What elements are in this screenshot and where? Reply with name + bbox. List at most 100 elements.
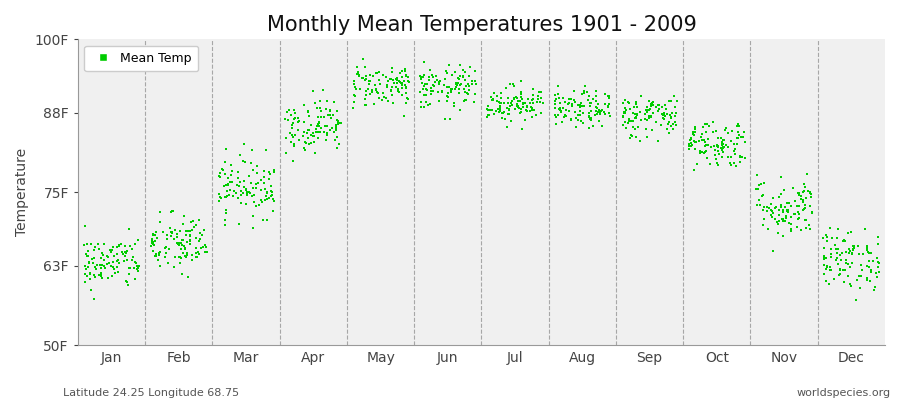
Point — [598, 110, 612, 117]
Point — [161, 260, 176, 266]
Point — [121, 282, 135, 288]
Point — [698, 143, 713, 149]
Point — [346, 104, 361, 111]
Point — [395, 68, 410, 74]
Point — [552, 106, 566, 112]
Point — [702, 123, 716, 130]
Point — [80, 248, 94, 254]
Point — [185, 252, 200, 258]
Point — [159, 244, 174, 250]
Point — [640, 107, 654, 113]
Point — [839, 260, 853, 266]
Point — [393, 79, 408, 85]
Point — [281, 116, 295, 123]
Point — [334, 120, 348, 126]
Point — [320, 123, 334, 129]
Point — [638, 116, 652, 122]
Point — [510, 104, 525, 110]
Point — [448, 84, 463, 91]
Point — [256, 180, 271, 186]
Point — [481, 107, 495, 113]
Point — [660, 126, 674, 132]
Point — [514, 91, 528, 97]
Point — [168, 226, 183, 233]
Point — [760, 226, 775, 232]
Point — [128, 241, 142, 247]
Point — [508, 106, 522, 112]
Point — [628, 126, 643, 132]
Point — [802, 222, 816, 228]
Point — [318, 122, 332, 129]
Point — [493, 107, 508, 114]
Point — [626, 110, 640, 116]
Point — [584, 99, 598, 106]
Point — [622, 116, 636, 122]
Point — [116, 250, 130, 257]
Point — [308, 150, 322, 156]
Point — [183, 241, 197, 248]
Point — [773, 174, 788, 180]
Point — [664, 115, 679, 121]
Point — [391, 88, 405, 94]
Point — [426, 82, 440, 88]
Point — [512, 110, 526, 116]
Point — [490, 93, 504, 99]
Point — [514, 109, 528, 115]
Point — [132, 262, 147, 269]
Point — [553, 100, 567, 106]
Point — [358, 64, 373, 70]
Point — [646, 102, 661, 108]
Point — [851, 243, 866, 249]
Point — [216, 167, 230, 174]
Point — [373, 81, 387, 87]
Point — [167, 236, 182, 243]
Point — [703, 160, 717, 167]
Point — [390, 75, 404, 81]
Point — [303, 132, 318, 138]
Point — [770, 219, 784, 225]
Point — [451, 80, 465, 86]
Point — [456, 66, 471, 73]
Point — [146, 231, 160, 237]
Point — [172, 240, 186, 246]
Point — [79, 241, 94, 248]
Point — [688, 124, 702, 131]
Point — [266, 196, 280, 202]
Point — [112, 242, 127, 249]
Point — [365, 86, 380, 93]
Point — [498, 115, 512, 122]
Point — [413, 72, 428, 79]
Point — [516, 101, 530, 107]
Point — [565, 100, 580, 107]
Point — [864, 250, 878, 256]
Point — [444, 86, 458, 92]
Point — [842, 280, 857, 287]
Point — [584, 108, 598, 114]
Point — [266, 198, 281, 204]
Point — [792, 190, 806, 196]
Point — [731, 120, 745, 127]
Point — [439, 68, 454, 74]
Point — [627, 104, 642, 111]
Point — [774, 204, 788, 210]
Point — [231, 168, 246, 175]
Point — [717, 144, 732, 150]
Point — [362, 78, 376, 85]
Point — [363, 91, 377, 98]
Point — [734, 133, 749, 140]
Point — [108, 270, 122, 276]
Point — [248, 185, 263, 191]
Point — [246, 167, 260, 173]
Point — [778, 214, 793, 221]
Point — [439, 84, 454, 91]
Point — [423, 101, 437, 108]
Point — [399, 90, 413, 96]
Point — [461, 81, 475, 88]
Point — [732, 132, 746, 138]
Point — [369, 86, 383, 92]
Point — [589, 104, 603, 110]
Text: Latitude 24.25 Longitude 68.75: Latitude 24.25 Longitude 68.75 — [63, 388, 239, 398]
Point — [386, 99, 400, 106]
Point — [313, 105, 328, 112]
Point — [688, 126, 702, 132]
